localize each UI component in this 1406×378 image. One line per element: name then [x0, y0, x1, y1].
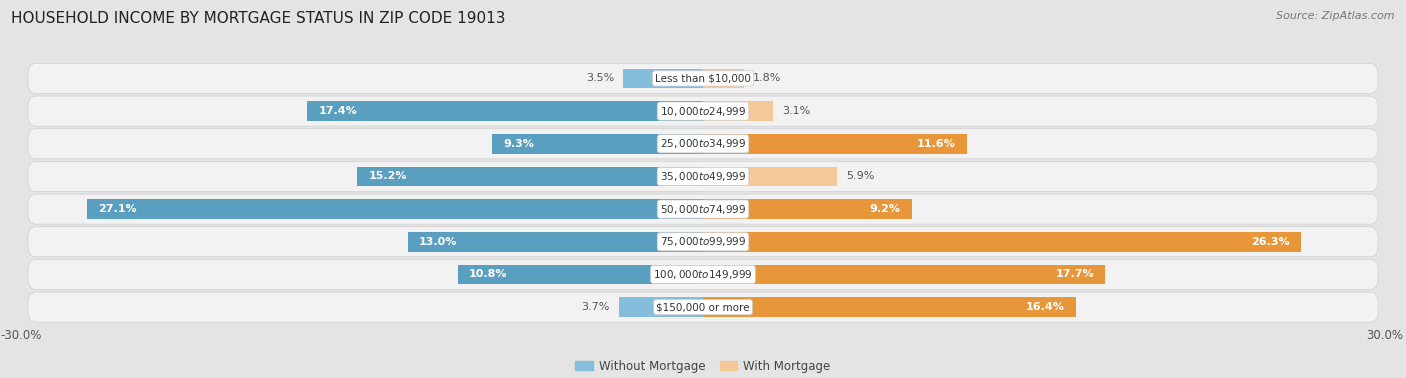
Text: 9.3%: 9.3% — [503, 139, 534, 149]
Bar — [703, 265, 1105, 284]
Bar — [492, 134, 703, 153]
Bar — [308, 101, 703, 121]
Bar — [619, 297, 703, 317]
Bar — [703, 297, 1076, 317]
Text: $150,000 or more: $150,000 or more — [657, 302, 749, 312]
Text: $75,000 to $99,999: $75,000 to $99,999 — [659, 235, 747, 248]
Text: 17.4%: 17.4% — [319, 106, 357, 116]
Text: $100,000 to $149,999: $100,000 to $149,999 — [654, 268, 752, 281]
Bar — [408, 232, 703, 252]
Text: $35,000 to $49,999: $35,000 to $49,999 — [659, 170, 747, 183]
FancyBboxPatch shape — [28, 292, 1378, 322]
Text: 1.8%: 1.8% — [754, 73, 782, 84]
FancyBboxPatch shape — [28, 129, 1378, 159]
Bar — [703, 167, 837, 186]
FancyBboxPatch shape — [28, 259, 1378, 290]
Text: 17.7%: 17.7% — [1056, 270, 1094, 279]
Legend: Without Mortgage, With Mortgage: Without Mortgage, With Mortgage — [571, 355, 835, 377]
Text: Source: ZipAtlas.com: Source: ZipAtlas.com — [1277, 11, 1395, 21]
Bar — [357, 167, 703, 186]
Text: $50,000 to $74,999: $50,000 to $74,999 — [659, 203, 747, 215]
Text: HOUSEHOLD INCOME BY MORTGAGE STATUS IN ZIP CODE 19013: HOUSEHOLD INCOME BY MORTGAGE STATUS IN Z… — [11, 11, 506, 26]
Text: 11.6%: 11.6% — [917, 139, 955, 149]
Bar — [623, 69, 703, 88]
Text: 3.5%: 3.5% — [586, 73, 614, 84]
Bar — [703, 232, 1301, 252]
FancyBboxPatch shape — [28, 161, 1378, 192]
Bar — [87, 199, 703, 219]
Bar — [703, 69, 744, 88]
Text: 15.2%: 15.2% — [368, 172, 408, 181]
Text: 13.0%: 13.0% — [419, 237, 457, 247]
Text: 16.4%: 16.4% — [1025, 302, 1064, 312]
Bar — [703, 134, 967, 153]
FancyBboxPatch shape — [28, 227, 1378, 257]
Text: 3.1%: 3.1% — [783, 106, 811, 116]
Text: $10,000 to $24,999: $10,000 to $24,999 — [659, 105, 747, 118]
Text: 26.3%: 26.3% — [1251, 237, 1289, 247]
FancyBboxPatch shape — [28, 194, 1378, 224]
FancyBboxPatch shape — [28, 96, 1378, 126]
Text: 10.8%: 10.8% — [468, 270, 508, 279]
Bar — [703, 199, 912, 219]
FancyBboxPatch shape — [28, 64, 1378, 93]
Text: 5.9%: 5.9% — [846, 172, 875, 181]
Text: 3.7%: 3.7% — [582, 302, 610, 312]
Bar — [703, 101, 773, 121]
Text: $25,000 to $34,999: $25,000 to $34,999 — [659, 137, 747, 150]
Text: Less than $10,000: Less than $10,000 — [655, 73, 751, 84]
Text: 27.1%: 27.1% — [98, 204, 136, 214]
Bar — [457, 265, 703, 284]
Text: 9.2%: 9.2% — [870, 204, 901, 214]
